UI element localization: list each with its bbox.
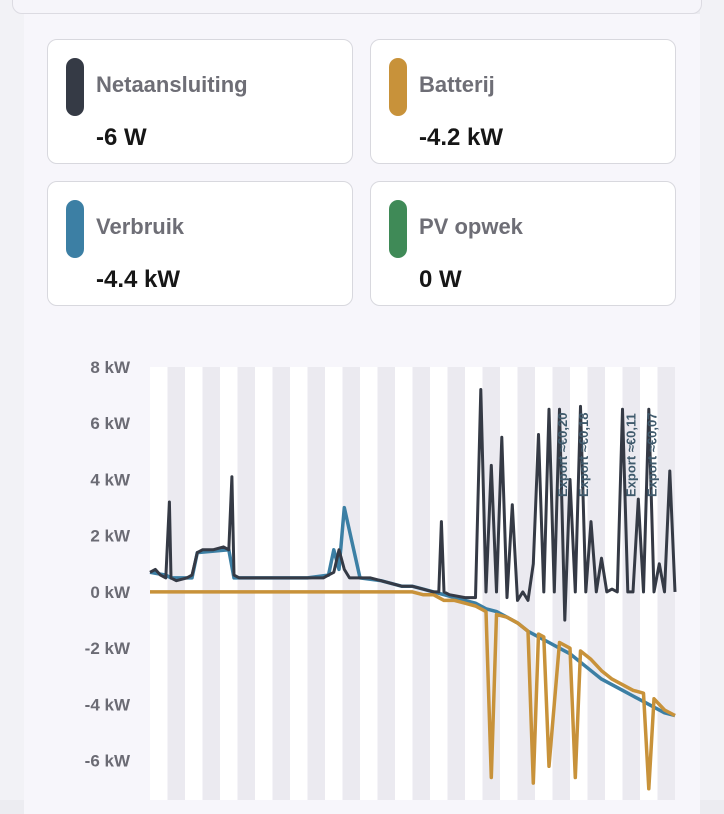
series-line-netaansluiting [149, 388, 677, 622]
grid-band [185, 367, 203, 800]
y-tick-label: 2 kW [90, 527, 131, 546]
card-netaansluiting[interactable]: Netaansluiting -6 W [47, 39, 353, 164]
grid-band [290, 367, 308, 800]
card-pv-opwek[interactable]: PV opwek 0 W [370, 181, 676, 306]
background-right [700, 0, 724, 800]
y-tick-label: 6 kW [90, 414, 131, 433]
verbruik-label: Verbruik [96, 214, 185, 239]
chart-series [149, 388, 677, 791]
netaansluiting-label: Netaansluiting [96, 72, 248, 97]
batterij-color-indicator [389, 58, 407, 116]
y-tick-label: 8 kW [90, 358, 131, 377]
export-annotation: Export ≈€0,07 [644, 413, 659, 497]
y-tick-label: -2 kW [85, 639, 131, 658]
y-tick-label: 0 kW [90, 583, 131, 602]
grid-band [395, 367, 413, 800]
netaansluiting-color-indicator [66, 58, 84, 116]
grid-band [255, 367, 273, 800]
pv-opwek-label: PV opwek [419, 214, 523, 239]
y-tick-label: -6 kW [85, 752, 131, 771]
verbruik-color-indicator [66, 200, 84, 258]
card-verbruik[interactable]: Verbruik -4.4 kW [47, 181, 353, 306]
batterij-label: Batterij [419, 72, 495, 97]
export-annotation: Export ≈€0,20 [555, 413, 570, 497]
pv-opwek-value: 0 W [419, 266, 462, 293]
chart-annotations: Export ≈€0,20 Export ≈€0,18 Export ≈€0,11 E… [555, 413, 659, 497]
grid-band [605, 367, 623, 800]
grid-band [325, 367, 343, 800]
series-line-batterij [150, 590, 676, 791]
grid-band [150, 367, 168, 800]
netaansluiting-value: -6 W [96, 124, 147, 151]
y-axis-ticks: 8 kW 6 kW 4 kW 2 kW 0 kW -2 kW -4 kW -6 kW [85, 358, 131, 771]
pv-opwek-color-indicator [389, 200, 407, 258]
grid-band [360, 367, 378, 800]
grid-band [220, 367, 238, 800]
batterij-value: -4.2 kW [419, 124, 504, 151]
previous-card [12, 0, 702, 14]
card-batterij[interactable]: Batterij -4.2 kW [370, 39, 676, 164]
export-annotation: Export ≈€0,11 [623, 413, 638, 497]
y-tick-label: -4 kW [85, 695, 131, 714]
export-annotation: Export ≈€0,18 [576, 413, 591, 497]
verbruik-value: -4.4 kW [96, 266, 181, 293]
y-tick-label: 4 kW [90, 470, 131, 489]
power-chart[interactable]: 8 kW 6 kW 4 kW 2 kW 0 kW -2 kW -4 kW -6 kW Expo… [24, 345, 700, 800]
background-left [0, 0, 24, 800]
